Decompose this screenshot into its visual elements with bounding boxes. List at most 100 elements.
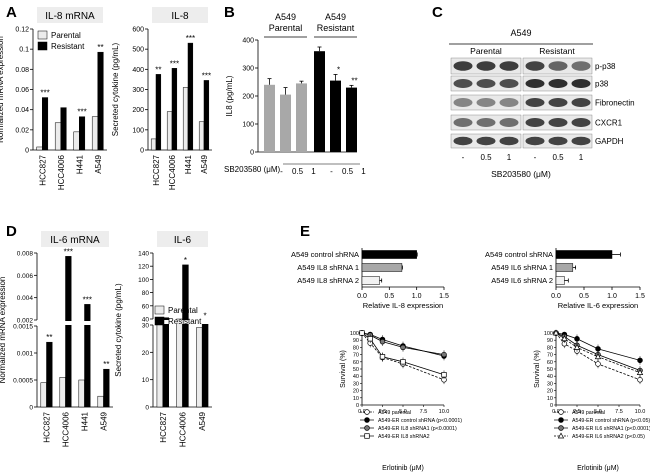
y-tick-label: 70 [353, 353, 359, 359]
blot-band [499, 61, 519, 71]
significance-label: * [184, 256, 187, 265]
blot-band [525, 61, 545, 71]
bar-resistant [203, 80, 210, 151]
y-tick-label: 0 [140, 148, 144, 155]
legend-label: A549-ER IL6 shRNA1 (p<0.0001) [572, 426, 650, 432]
bar-resistant [182, 264, 189, 408]
panel-letter-c: C [432, 4, 443, 21]
y-tick-label: 30 [142, 323, 150, 330]
y-tick-label: 40 [142, 317, 150, 324]
legend-swatch-resistant [37, 41, 48, 51]
blot-band [499, 136, 519, 146]
data-point [636, 369, 644, 375]
bar-resistant [60, 107, 67, 151]
data-point [595, 361, 601, 367]
x-tick-label: 0.5 [384, 293, 394, 300]
bar-parental [166, 111, 173, 151]
bar [361, 263, 403, 272]
blot-lane-label: 0.5 [480, 153, 492, 162]
legend-label-parental: Parental [51, 31, 81, 40]
y-tick-label: 0.0005 [13, 378, 33, 385]
bar [296, 83, 307, 152]
legend-label: A549 parental [378, 410, 411, 416]
western-blot: A549 Parental Resistant p-p38 p38 Fibronectin… [449, 28, 635, 179]
x-axis-label: Relative IL-8 expression [363, 301, 443, 310]
legend-marker [364, 409, 370, 415]
bar-resistant [155, 74, 162, 151]
blot-band [476, 79, 496, 88]
y-tick-label: 20 [353, 389, 359, 395]
y-tick-label: 0.0015 [13, 324, 33, 331]
category-label: HCC827 [159, 411, 168, 442]
y-tick-label: 0 [29, 405, 33, 412]
blot-band [476, 98, 496, 107]
y-tick-label: 400 [242, 38, 254, 45]
bar-parental [196, 327, 203, 408]
y-tick-label: 40 [353, 374, 359, 380]
panel-letter-b: B [224, 4, 235, 21]
bar-parental [198, 121, 205, 151]
blot-band [499, 79, 519, 88]
data-point [561, 335, 568, 342]
blot-band [548, 118, 568, 127]
y-tick-label: 300 [132, 87, 144, 94]
y-tick-label: 80 [142, 290, 150, 297]
blot-group-label: Parental [470, 46, 502, 56]
significance-label: ** [351, 76, 357, 85]
category-label: H441 [75, 154, 84, 174]
bar-parental [176, 318, 183, 408]
y-tick-label: 0.08 [15, 67, 29, 74]
x-tick-label: 7.5 [420, 409, 428, 415]
bar-parental [97, 395, 104, 408]
significance-label: ** [103, 360, 109, 369]
blot-band [571, 136, 591, 146]
y-tick-label: 100 [132, 127, 144, 134]
bar-resistant [97, 51, 104, 151]
legend-swatch-parental [37, 30, 48, 40]
legend-label-resistant: Resistant [168, 317, 202, 326]
blot-band [499, 98, 519, 107]
blot-band-label: p-p38 [595, 62, 616, 71]
x-tick-label: 1.0 [607, 293, 617, 300]
y-tick-label: 0.1 [19, 47, 29, 54]
category-label: A549 control shRNA [485, 250, 553, 259]
axis-break-gap [83, 321, 92, 325]
y-tick-label: 0 [25, 148, 29, 155]
x-tick-label: 10.0 [635, 409, 646, 415]
bar-resistant [171, 68, 178, 151]
x-tick-label: 5.0 [399, 409, 407, 415]
significance-label: *** [202, 71, 211, 80]
blot-lane-label: 1 [507, 153, 512, 162]
blot-band [453, 79, 473, 88]
bar-parental [182, 87, 189, 151]
y-tick-label: 100 [242, 122, 254, 129]
panel-letter-e: E [300, 223, 310, 240]
significance-label: ** [46, 333, 52, 342]
y-tick-label: 0.06 [15, 87, 29, 94]
blot-band-label: p38 [595, 80, 609, 89]
bar [280, 94, 291, 152]
panel-letter-d: D [6, 223, 17, 240]
blot-band-label: GAPDH [595, 137, 624, 146]
bar-parental [91, 116, 98, 151]
category-label: HCC827 [152, 154, 161, 185]
y-tick-label: 0.008 [17, 251, 34, 258]
y-tick-label: 100 [350, 331, 359, 337]
significance-label: *** [64, 247, 73, 256]
y-tick-label: 0.02 [15, 127, 29, 134]
y-axis-label: Survival (%) [340, 350, 347, 388]
blot-band-label: Fibronectin [595, 99, 635, 108]
significance-label: ** [97, 43, 103, 52]
x-tick-label: 2.5 [379, 409, 387, 415]
bar [314, 51, 325, 153]
y-tick-label: 500 [132, 47, 144, 54]
y-tick-label: 50 [353, 367, 359, 373]
significance-label: *** [170, 59, 179, 68]
data-point [367, 336, 373, 342]
blot-band [476, 118, 496, 127]
y-tick-label: 0.001 [17, 351, 34, 358]
legend-label-parental: Parental [168, 306, 198, 315]
